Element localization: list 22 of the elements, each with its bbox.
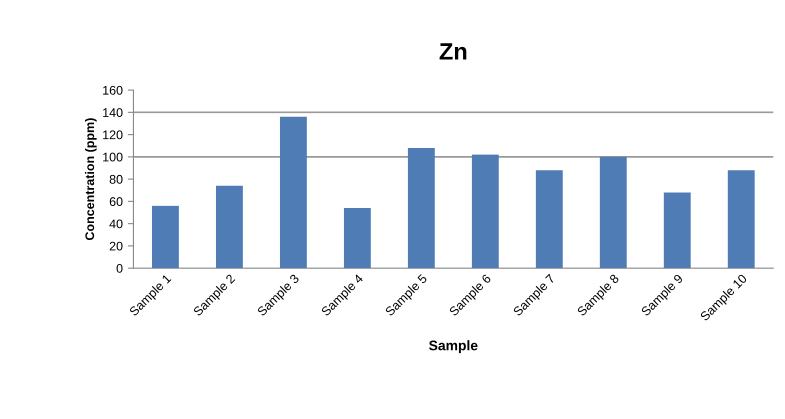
bar (216, 186, 243, 268)
x-axis-title: Sample (429, 340, 478, 354)
bar (600, 156, 627, 268)
bar (152, 206, 179, 268)
bar (472, 154, 499, 268)
y-tick-label: 140 (103, 108, 123, 117)
bar (280, 116, 307, 268)
y-tick-label: 160 (103, 86, 123, 95)
y-tick-label: 0 (116, 264, 123, 273)
bar (728, 170, 755, 268)
bar (408, 148, 435, 268)
y-tick-label: 80 (110, 174, 123, 184)
chart-title: Zn (440, 43, 466, 60)
y-tick-label: 120 (103, 130, 123, 140)
bar (536, 170, 563, 268)
y-tick-label: 40 (109, 219, 123, 228)
y-tick-label: 60 (110, 197, 123, 206)
y-axis-title: Concentration (ppm) (84, 118, 97, 240)
bar (664, 192, 691, 268)
y-tick-label: 20 (110, 242, 123, 251)
bar (344, 208, 371, 268)
y-tick-label: 100 (103, 152, 123, 162)
